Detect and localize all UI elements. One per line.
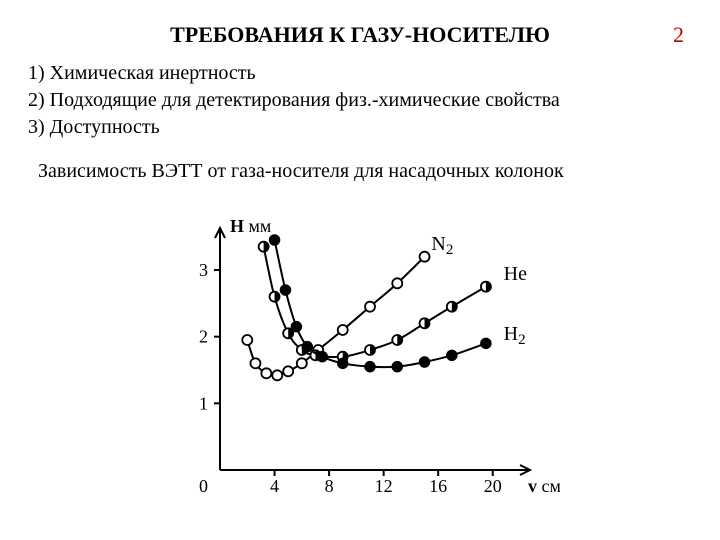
svg-text:3: 3	[199, 260, 208, 280]
svg-text:1: 1	[199, 393, 208, 413]
chart-svg: 123481216200H ммv см/cN2HeH2	[160, 190, 560, 510]
svg-text:v см/c: v см/c	[528, 476, 560, 496]
list-item: 1) Химическая инертность	[28, 60, 692, 87]
svg-text:N2: N2	[431, 233, 453, 258]
list-item: 3) Доступность	[28, 114, 692, 141]
svg-text:H2: H2	[504, 323, 526, 348]
svg-text:2: 2	[199, 327, 208, 347]
svg-text:0: 0	[199, 476, 208, 496]
requirements-list: 1) Химическая инертность 2) Подходящие д…	[28, 60, 692, 141]
svg-text:20: 20	[484, 476, 502, 496]
page-number: 2	[673, 22, 684, 48]
svg-text:8: 8	[325, 476, 334, 496]
list-item: 2) Подходящие для детектирования физ.-хи…	[28, 87, 692, 114]
svg-text:16: 16	[429, 476, 447, 496]
van-deemter-chart: 123481216200H ммv см/cN2HeH2	[160, 190, 560, 520]
svg-text:H мм: H мм	[230, 216, 271, 236]
svg-text:He: He	[504, 263, 527, 285]
page-title: ТРЕБОВАНИЯ К ГАЗУ-НОСИТЕЛЮ	[0, 22, 720, 48]
chart-caption: Зависимость ВЭТТ от газа-носителя для на…	[38, 160, 682, 183]
slide: ТРЕБОВАНИЯ К ГАЗУ-НОСИТЕЛЮ 2 1) Химическ…	[0, 0, 720, 540]
svg-text:12: 12	[375, 476, 393, 496]
svg-text:4: 4	[270, 476, 279, 496]
